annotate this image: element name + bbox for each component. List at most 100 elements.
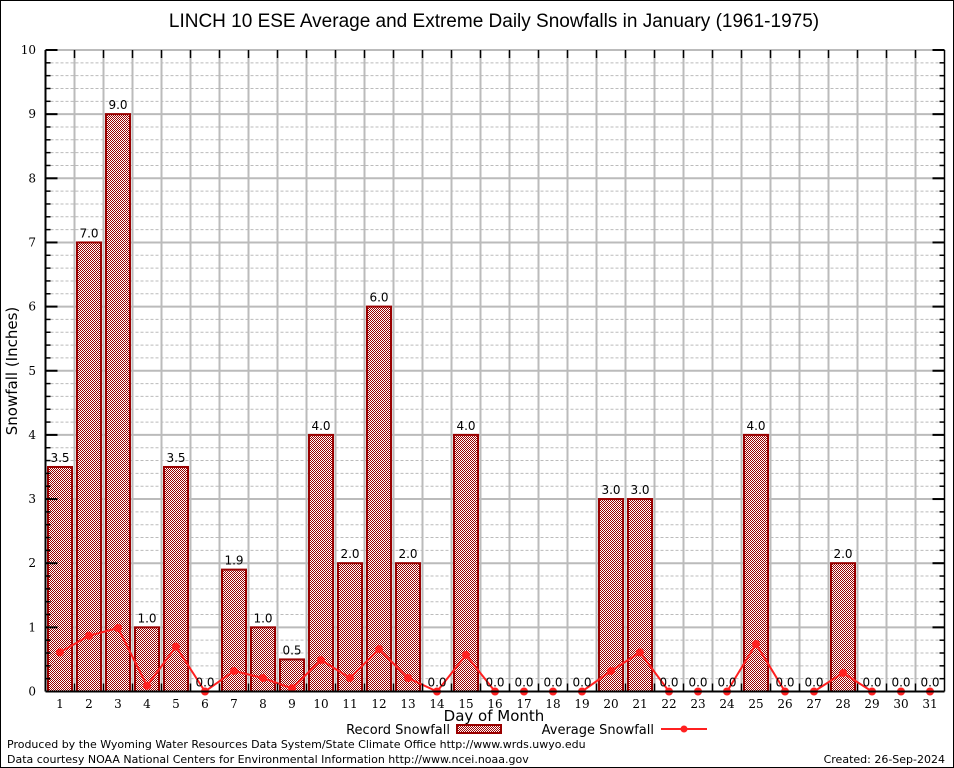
x-tick-label: 21 [632,697,647,711]
x-tick-label: 6 [201,697,209,711]
x-tick-label: 26 [777,697,792,711]
x-tick-label: 20 [603,697,618,711]
bar-value-label: 2.0 [833,547,852,561]
y-tick-label: 9 [28,107,36,121]
legend-swatch-average-marker [680,725,688,733]
data-labels: 3.5 7.0 9.0 1.0 3.5 0.0 1.9 1.0 0.5 4.0 2.0 6.0 2.0 0… [50,98,939,689]
x-tick-label: 17 [516,697,531,711]
x-tick-label: 22 [661,697,676,711]
bar-day-12 [366,305,392,693]
bar-day-3 [105,113,131,693]
x-tick-label: 4 [143,697,151,711]
x-tick-label: 31 [922,697,937,711]
x-tick-label: 13 [400,697,415,711]
bar-day-10 [308,433,334,693]
average-point-day-3 [114,623,122,632]
y-tick-label: 5 [28,364,36,378]
y-tick-label: 4 [28,428,36,442]
x-tick-label: 24 [719,697,735,711]
bar-value-label: 4.0 [456,419,475,433]
bar-value-label: 0.0 [485,676,504,690]
x-tick-label: 28 [835,697,850,711]
x-tick-label: 19 [574,697,589,711]
y-axis-title: Snowfall (Inches) [3,307,21,435]
y-tick-label: 10 [21,43,36,57]
bar-value-label: 1.0 [253,611,272,625]
footer-data-courtesy: Data courtesy NOAA National Centers for … [7,753,529,766]
bar-value-label: 3.0 [630,483,649,497]
bar-day-25 [743,433,769,693]
x-tick-label: 14 [429,697,445,711]
y-tick-label: 8 [28,171,36,185]
bar-value-label: 0.0 [717,676,736,690]
bar-value-label: 3.5 [166,451,185,465]
y-tick-label: 3 [28,492,36,506]
average-point-day-20 [607,666,615,675]
x-axis-title: Day of Month [444,707,545,725]
x-tick-label: 16 [487,697,502,711]
x-tick-label: 23 [690,697,705,711]
average-point-day-5 [172,642,180,651]
average-point-day-12 [375,645,383,654]
bar-value-label: 0.0 [659,676,678,690]
x-tick-label: 11 [342,697,357,711]
x-tick-label: 27 [806,697,821,711]
bar-value-label: 7.0 [79,226,98,240]
average-point-day-7 [230,666,238,675]
chart-title: LINCH 10 ESE Average and Extreme Daily S… [169,11,819,32]
bar-value-label: 0.0 [804,676,823,690]
bar-value-label: 0.0 [862,676,881,690]
average-point-day-21 [636,648,644,657]
bar-day-15 [453,433,479,693]
x-tick-label: 15 [458,697,473,711]
bar-value-label: 0.5 [282,643,301,657]
y-tick-label: 2 [28,556,36,570]
bar-value-label: 4.0 [311,419,330,433]
bar-value-label: 0.0 [775,676,794,690]
x-tick-label: 18 [545,697,560,711]
footer-produced-by: Produced by the Wyoming Water Resources … [7,738,586,751]
x-tick-label: 7 [230,697,238,711]
average-point-day-2 [85,631,93,640]
y-tick-label: 6 [28,300,36,314]
bar-value-label: 1.9 [224,554,243,568]
bar-value-label: 0.0 [891,676,910,690]
average-point-day-4 [143,681,151,690]
average-point-day-25 [752,640,760,649]
average-point-day-15 [462,650,470,659]
bar-value-label: 4.0 [746,419,765,433]
average-point-day-9 [288,684,296,693]
bar-value-label: 0.0 [920,676,939,690]
legend-swatch-record [456,724,502,734]
bar-value-label: 0.0 [514,676,533,690]
bar-value-label: 3.5 [50,451,69,465]
bar-value-label: 1.0 [137,611,156,625]
average-point-day-11 [346,674,354,683]
bar-value-label: 0.0 [572,676,591,690]
bar-value-label: 0.0 [688,676,707,690]
x-tick-label: 3 [114,697,122,711]
bar-value-label: 0.0 [543,676,562,690]
average-point-day-13 [404,674,412,683]
legend: Record Snowfall Average Snowfall [346,723,707,738]
x-tick-label: 1 [56,697,64,711]
x-tick-label: 25 [748,697,763,711]
x-tick-label: 30 [893,697,908,711]
average-point-day-1 [56,648,64,657]
bar-value-label: 3.0 [601,483,620,497]
x-tick-label: 12 [371,697,386,711]
bar-value-label: 2.0 [398,547,417,561]
bar-day-13 [395,562,421,693]
bar-value-label: 0.0 [195,676,214,690]
average-point-day-10 [317,656,325,665]
y-tick-label: 0 [28,685,36,699]
bar-value-label: 2.0 [340,547,359,561]
legend-label-record: Record Snowfall [346,723,450,738]
legend-label-average: Average Snowfall [542,723,654,738]
y-tick-label: 7 [28,235,36,249]
x-tick-label: 10 [313,697,328,711]
footer-created: Created: 26-Sep-2024 [824,753,945,766]
bar-value-label: 0.0 [427,676,446,690]
